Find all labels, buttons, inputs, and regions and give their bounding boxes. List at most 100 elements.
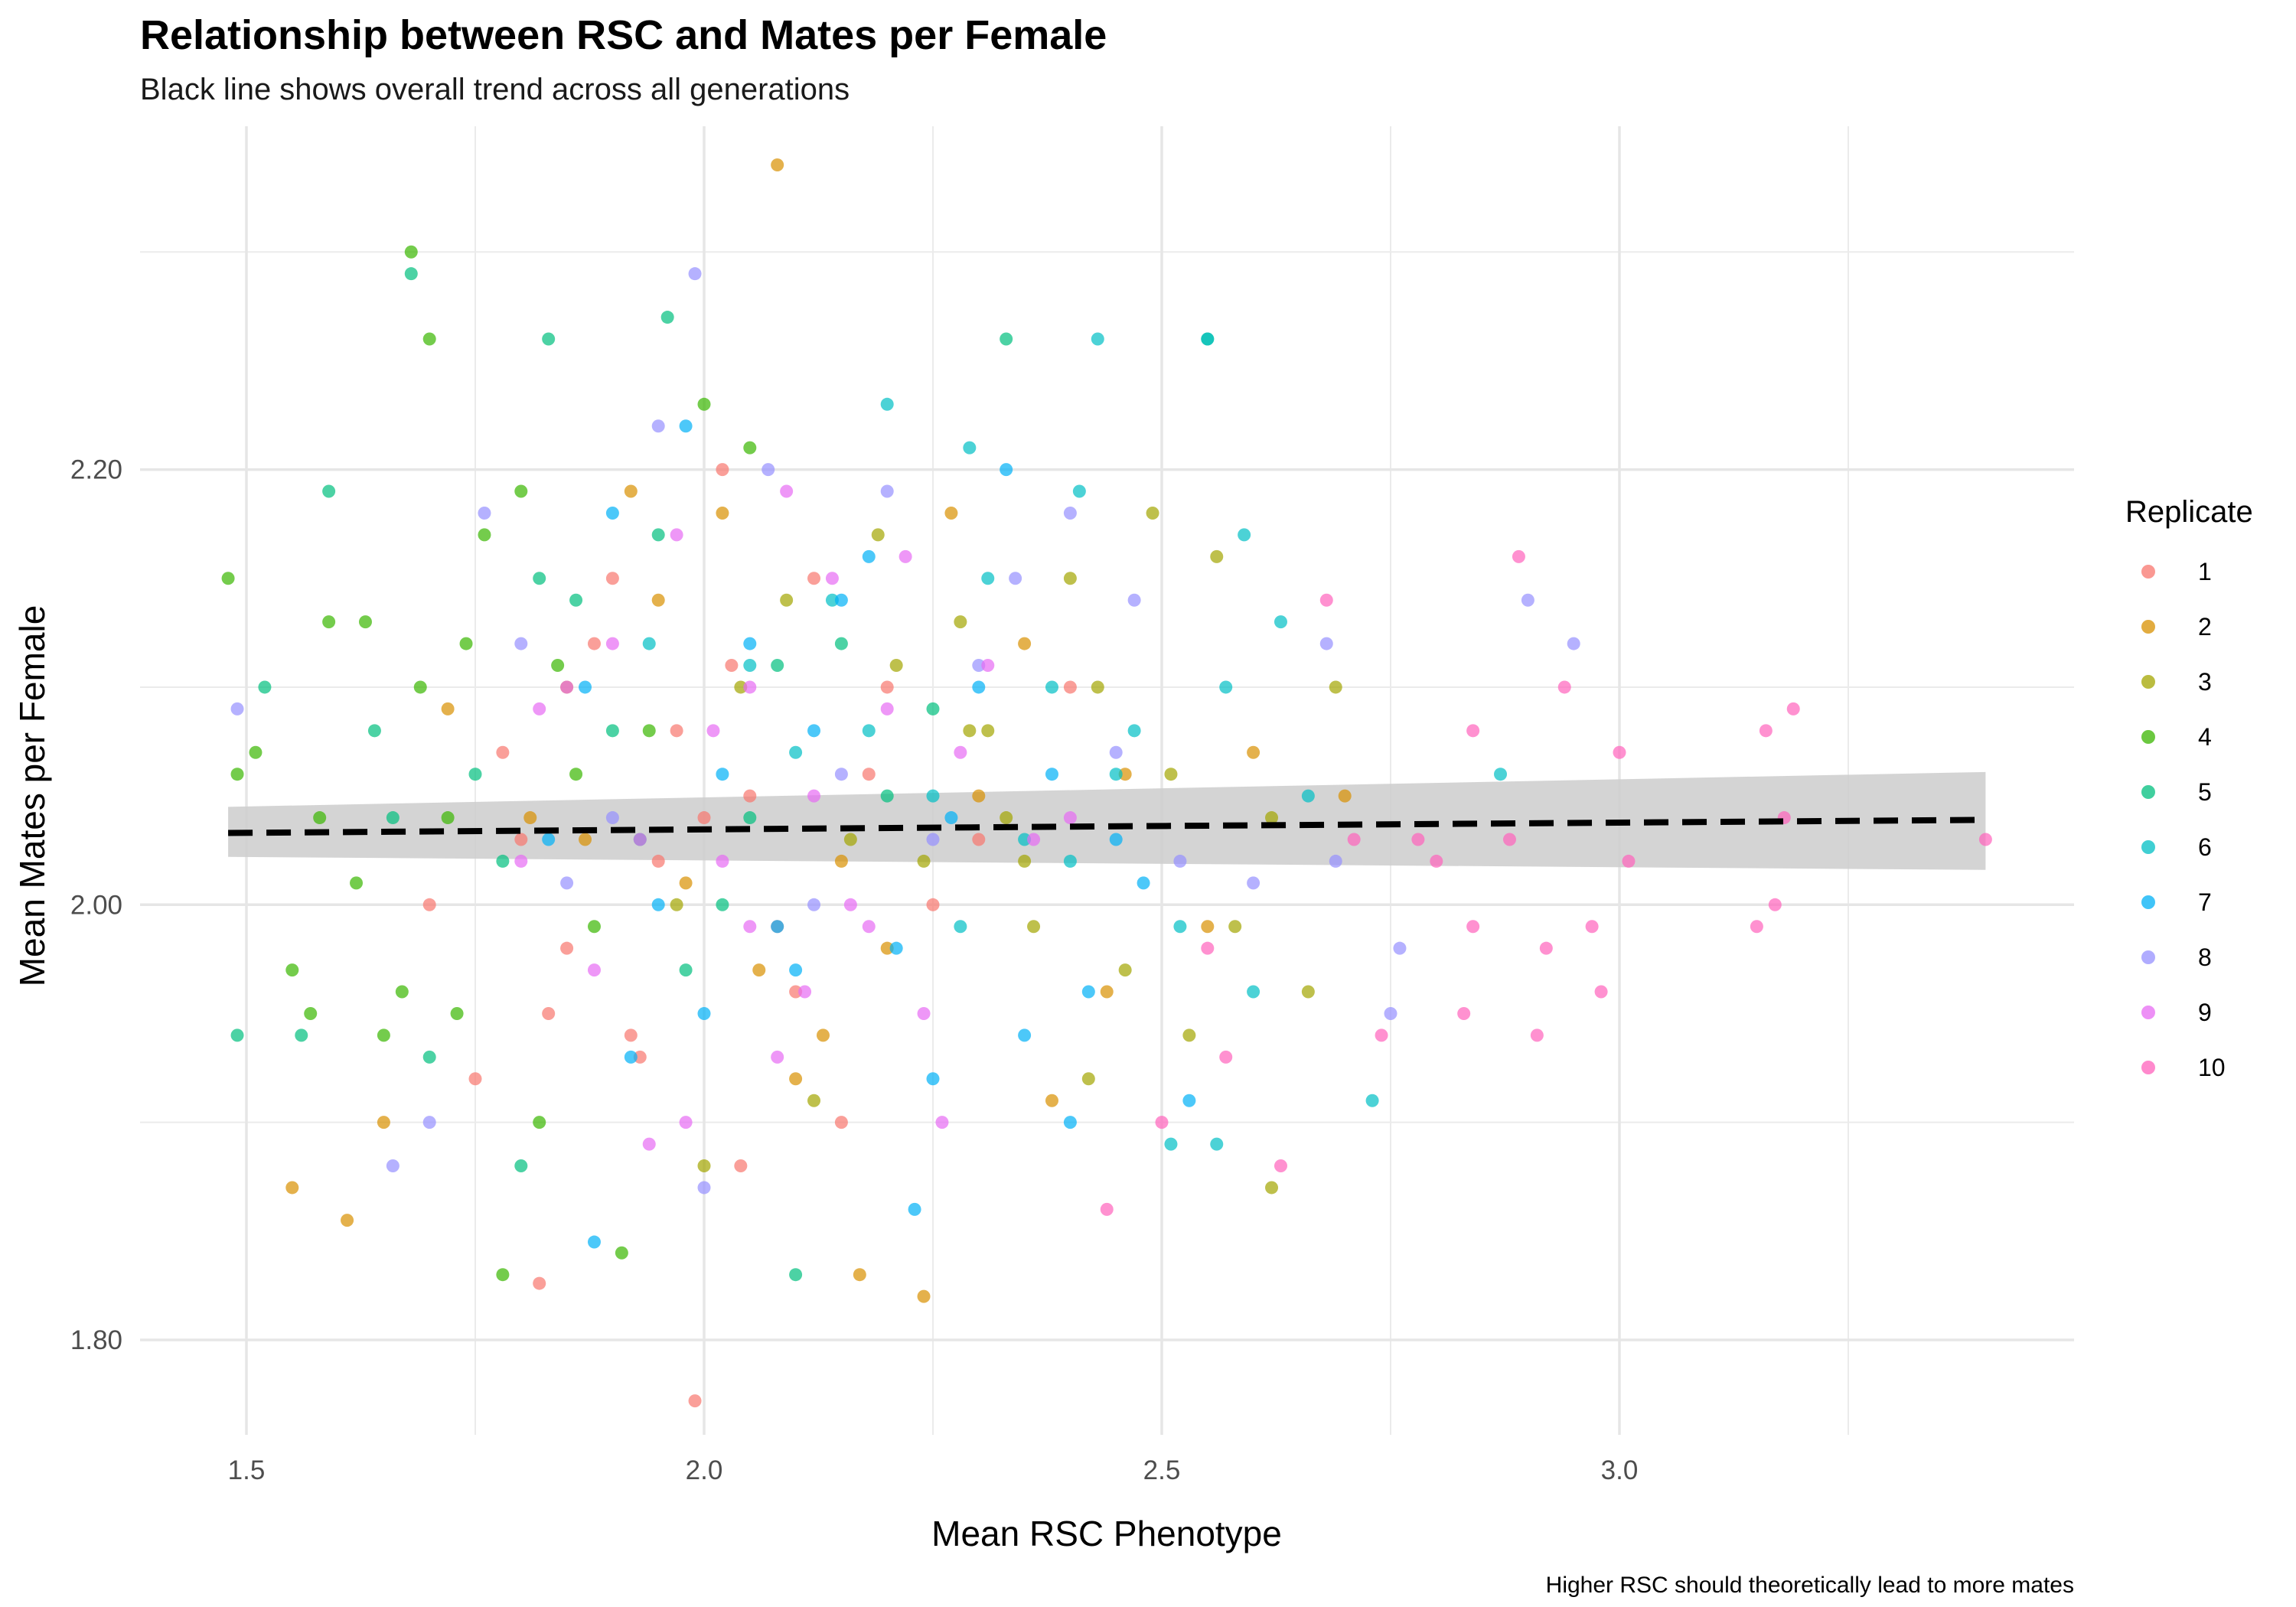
data-point-replicate-8 bbox=[972, 659, 986, 673]
data-point-replicate-9 bbox=[633, 833, 647, 846]
data-point-replicate-3 bbox=[807, 1094, 821, 1107]
data-point-replicate-2 bbox=[816, 1028, 830, 1042]
data-point-replicate-3 bbox=[1018, 854, 1032, 868]
data-point-replicate-2 bbox=[944, 506, 958, 520]
data-point-replicate-7 bbox=[926, 1072, 940, 1086]
data-point-replicate-6 bbox=[1219, 680, 1233, 694]
legend-key-6 bbox=[2141, 840, 2155, 854]
data-point-replicate-10 bbox=[1978, 833, 1992, 846]
data-point-replicate-5 bbox=[258, 680, 272, 694]
data-point-replicate-3 bbox=[1027, 920, 1041, 934]
data-point-replicate-4 bbox=[514, 484, 528, 498]
data-point-replicate-9 bbox=[1027, 833, 1041, 846]
data-point-replicate-6 bbox=[1201, 332, 1215, 346]
data-point-replicate-7 bbox=[542, 833, 556, 846]
data-point-replicate-6 bbox=[1494, 768, 1508, 781]
data-point-replicate-4 bbox=[533, 1116, 546, 1129]
data-point-replicate-8 bbox=[1521, 593, 1534, 607]
data-point-replicate-9 bbox=[981, 659, 995, 673]
data-point-replicate-8 bbox=[880, 484, 894, 498]
data-point-replicate-2 bbox=[917, 1289, 931, 1303]
data-point-replicate-4 bbox=[377, 1028, 390, 1042]
y-axis-ticks: 1.80 2.00 2.20 bbox=[70, 455, 122, 1355]
data-point-replicate-4 bbox=[478, 528, 491, 542]
data-point-replicate-6 bbox=[954, 920, 967, 934]
data-point-replicate-1 bbox=[542, 1006, 556, 1020]
data-point-replicate-9 bbox=[743, 920, 757, 934]
data-point-replicate-2 bbox=[579, 833, 592, 846]
data-point-replicate-3 bbox=[1301, 985, 1315, 999]
legend-label-4: 4 bbox=[2198, 723, 2212, 751]
data-point-replicate-8 bbox=[807, 898, 821, 911]
data-point-replicate-4 bbox=[221, 572, 235, 585]
data-point-replicate-1 bbox=[834, 1116, 848, 1129]
data-point-replicate-10 bbox=[1347, 833, 1361, 846]
x-axis-ticks: 1.5 2.0 2.5 3.0 bbox=[228, 1455, 1639, 1485]
data-point-replicate-7 bbox=[889, 941, 903, 955]
data-point-replicate-3 bbox=[917, 854, 931, 868]
data-point-replicate-3 bbox=[1164, 768, 1178, 781]
data-point-replicate-7 bbox=[587, 1235, 601, 1249]
data-point-replicate-1 bbox=[789, 985, 803, 999]
data-point-replicate-3 bbox=[1000, 811, 1013, 825]
data-point-replicate-6 bbox=[880, 397, 894, 411]
data-point-replicate-3 bbox=[954, 615, 967, 629]
data-point-replicate-6 bbox=[1210, 1137, 1224, 1151]
data-point-replicate-10 bbox=[1557, 680, 1571, 694]
data-point-replicate-4 bbox=[496, 1268, 510, 1282]
grid-lines bbox=[140, 126, 2074, 1435]
data-point-replicate-10 bbox=[1530, 1028, 1544, 1042]
data-point-replicate-6 bbox=[1247, 985, 1261, 999]
x-tick-label: 3.0 bbox=[1601, 1455, 1639, 1485]
data-point-replicate-10 bbox=[1502, 833, 1516, 846]
data-point-replicate-1 bbox=[633, 1050, 647, 1064]
data-point-replicate-4 bbox=[441, 811, 455, 825]
data-point-replicate-1 bbox=[533, 1276, 546, 1290]
legend-key-9 bbox=[2141, 1006, 2155, 1019]
data-point-replicate-3 bbox=[1265, 811, 1279, 825]
data-point-replicate-3 bbox=[1210, 549, 1224, 563]
data-point-replicate-6 bbox=[642, 637, 656, 650]
data-point-replicate-8 bbox=[1063, 506, 1077, 520]
data-point-replicate-10 bbox=[1274, 1159, 1287, 1173]
data-point-replicate-5 bbox=[880, 789, 894, 803]
data-point-replicate-1 bbox=[725, 659, 739, 673]
data-point-replicate-2 bbox=[1247, 745, 1261, 759]
data-point-replicate-3 bbox=[871, 528, 885, 542]
data-point-replicate-2 bbox=[853, 1268, 866, 1282]
data-point-replicate-3 bbox=[1228, 920, 1242, 934]
chart-caption: Higher RSC should theoretically lead to … bbox=[1546, 1573, 2074, 1598]
legend-label-7: 7 bbox=[2198, 888, 2212, 916]
data-point-replicate-4 bbox=[322, 615, 336, 629]
data-point-replicate-5 bbox=[422, 1050, 436, 1064]
data-point-replicate-3 bbox=[1265, 1181, 1279, 1195]
data-point-replicate-7 bbox=[1018, 1028, 1032, 1042]
confidence-ribbon bbox=[228, 771, 1986, 870]
data-point-replicate-8 bbox=[605, 811, 619, 825]
data-point-replicate-6 bbox=[825, 593, 839, 607]
data-point-replicate-2 bbox=[972, 789, 986, 803]
data-point-replicate-9 bbox=[670, 528, 683, 542]
data-point-replicate-8 bbox=[230, 702, 244, 715]
data-point-replicate-8 bbox=[1109, 745, 1123, 759]
legend-key-4 bbox=[2141, 730, 2155, 744]
data-point-replicate-3 bbox=[1146, 506, 1159, 520]
data-point-replicate-10 bbox=[1613, 745, 1626, 759]
data-point-replicate-1 bbox=[743, 789, 757, 803]
data-point-replicate-8 bbox=[1009, 572, 1022, 585]
data-point-replicate-4 bbox=[404, 245, 418, 259]
data-point-replicate-8 bbox=[1393, 941, 1407, 955]
data-point-replicate-3 bbox=[697, 1159, 711, 1173]
data-point-replicate-7 bbox=[1182, 1094, 1196, 1107]
legend-key-2 bbox=[2141, 620, 2155, 634]
data-point-replicate-8 bbox=[688, 267, 702, 281]
data-point-replicate-4 bbox=[743, 441, 757, 455]
data-point-replicate-10 bbox=[1375, 1028, 1388, 1042]
data-point-replicate-2 bbox=[377, 1116, 390, 1129]
data-point-replicate-2 bbox=[1201, 920, 1215, 934]
data-point-replicate-4 bbox=[642, 724, 656, 738]
data-point-replicate-7 bbox=[624, 1050, 638, 1064]
legend-label-5: 5 bbox=[2198, 778, 2212, 806]
data-point-replicate-5 bbox=[743, 811, 757, 825]
data-point-replicate-8 bbox=[651, 419, 665, 433]
